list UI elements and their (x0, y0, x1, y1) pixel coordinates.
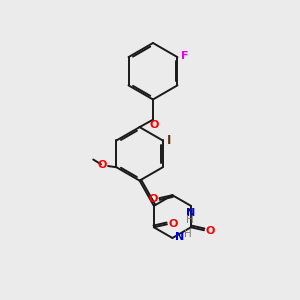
Text: I: I (167, 134, 171, 147)
Text: O: O (205, 226, 214, 236)
Text: F: F (181, 51, 189, 61)
Text: H: H (187, 215, 194, 225)
Text: O: O (149, 120, 159, 130)
Text: O: O (97, 160, 106, 170)
Text: O: O (168, 219, 178, 229)
Text: N: N (186, 208, 195, 218)
Text: N: N (175, 232, 184, 242)
Text: O: O (149, 194, 158, 204)
Text: H: H (184, 229, 192, 238)
